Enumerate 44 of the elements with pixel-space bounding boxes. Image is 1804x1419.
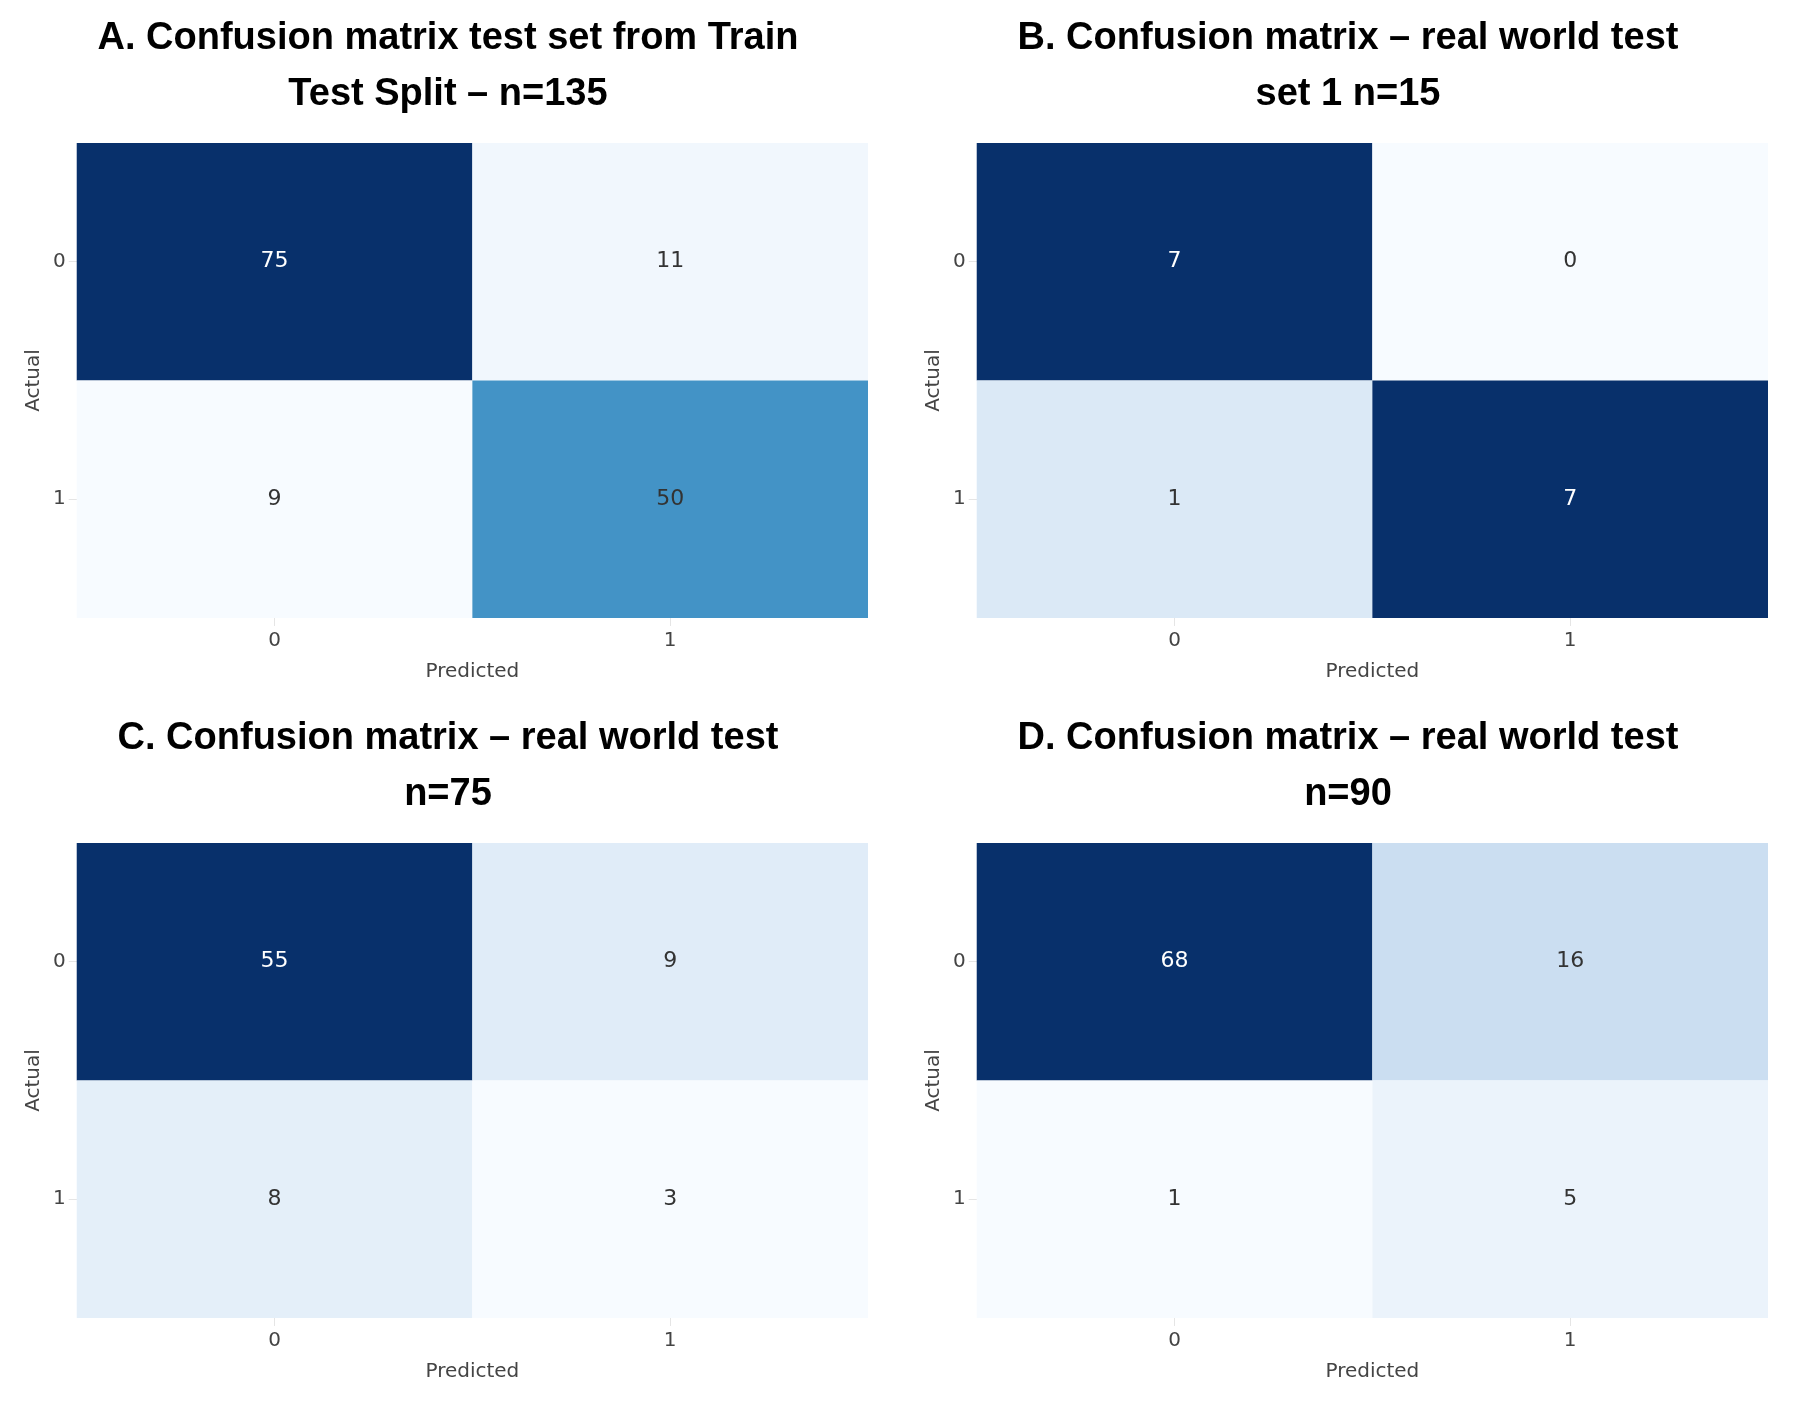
y-tick-label: 1 (52, 1185, 66, 1210)
chart-title: A. Confusion matrix test set from Train Test Split – n=135 (96, 14, 800, 115)
x-tick-label: 0 (268, 1327, 281, 1352)
chart-title: C. Confusion matrix – real world test n=75 (116, 714, 780, 815)
data-label: 9 (267, 484, 282, 510)
y-tick-label: 0 (952, 947, 966, 972)
y-tick-label: 1 (52, 485, 66, 510)
y-axis-title: Actual (20, 1049, 45, 1112)
y-tick-label: 0 (52, 947, 66, 972)
x-tick-label: 0 (1168, 627, 1181, 652)
x-axis-title: Predicted (425, 1358, 520, 1383)
data-label: 11 (656, 247, 685, 273)
data-label: 7 (1167, 247, 1182, 273)
y-axis-title: Actual (920, 349, 945, 412)
data-label: 16 (1556, 947, 1585, 973)
data-label: 55 (260, 947, 289, 973)
data-label: 0 (1563, 247, 1578, 273)
x-axis-title: Predicted (1325, 658, 1420, 683)
data-label: 1 (1167, 484, 1182, 510)
data-label: 3 (663, 1184, 678, 1210)
y-tick-label: 0 (52, 247, 66, 272)
x-tick-label: 1 (663, 627, 677, 652)
x-tick-label: 0 (1168, 1327, 1181, 1352)
data-label: 1 (1167, 1184, 1182, 1210)
y-axis-title: Actual (20, 349, 45, 412)
chart-title: D. Confusion matrix – real world test n=90 (1016, 714, 1680, 815)
x-tick-label: 1 (1563, 1327, 1577, 1352)
x-axis-title: Predicted (425, 658, 520, 683)
x-tick-label: 1 (663, 1327, 677, 1352)
x-tick-label: 1 (1563, 627, 1577, 652)
data-label: 7 (1563, 484, 1578, 510)
y-tick-label: 0 (952, 247, 966, 272)
y-tick-label: 1 (952, 485, 966, 510)
data-label: 9 (663, 947, 678, 973)
data-label: 50 (656, 484, 685, 510)
data-label: 75 (260, 247, 289, 273)
y-axis-title: Actual (920, 1049, 945, 1112)
x-tick-label: 0 (268, 627, 281, 652)
x-axis-title: Predicted (1325, 1358, 1420, 1383)
data-label: 5 (1563, 1184, 1578, 1210)
chart-title: B. Confusion matrix – real world test set 1 n=15 (1016, 14, 1680, 115)
data-label: 68 (1160, 947, 1189, 973)
data-label: 8 (267, 1184, 282, 1210)
y-tick-label: 1 (952, 1185, 966, 1210)
